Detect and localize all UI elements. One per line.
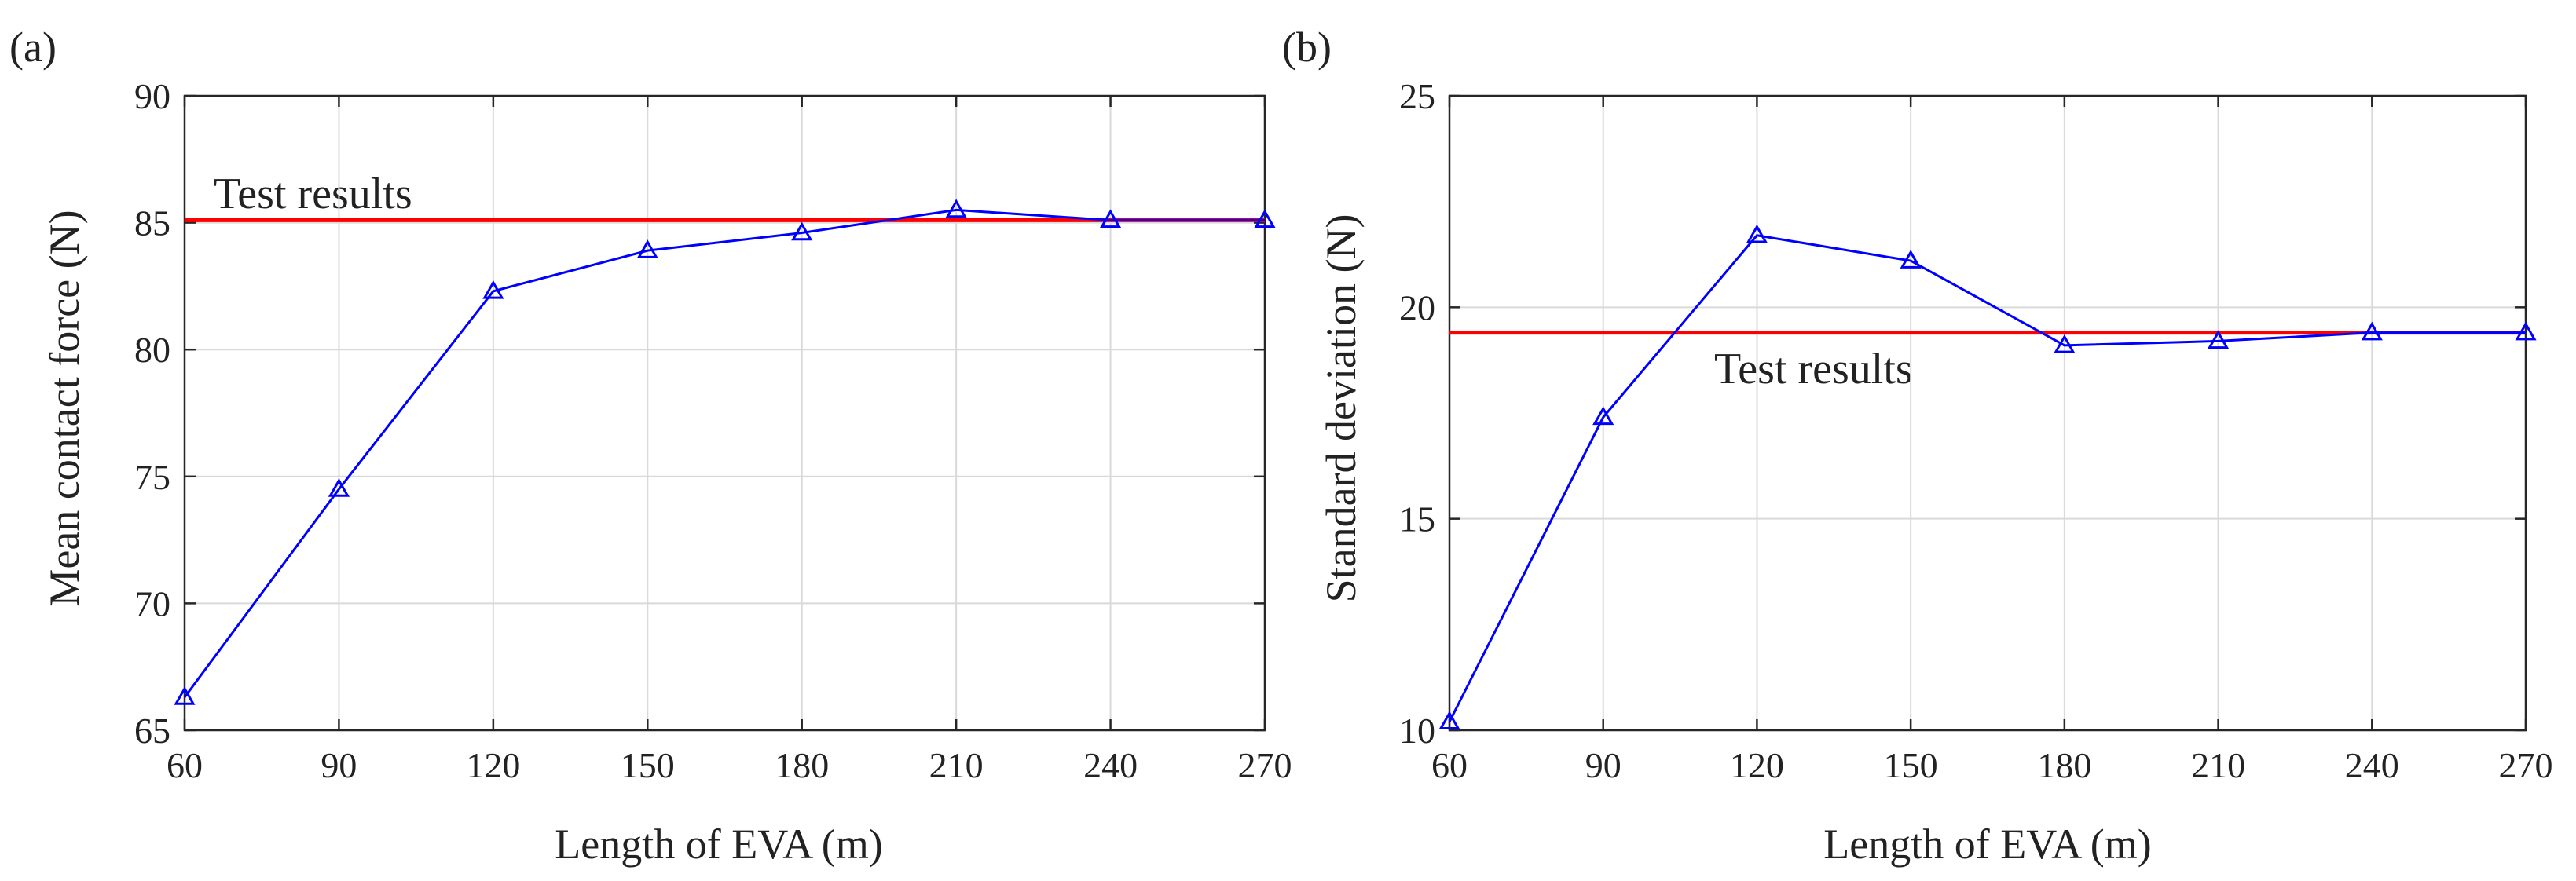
panel-b-x-tick-label: 90 <box>1585 745 1621 785</box>
panel-b: (b) Standard deviation (N) Length of EVA… <box>1282 24 2553 868</box>
panel-b-y-axis-label: Standard deviation (N) <box>1317 214 1365 603</box>
panel-a-point <box>791 221 813 241</box>
panel-b-x-tick-label: 60 <box>1431 745 1468 785</box>
panel-b-y-tick-label: 20 <box>1399 287 1435 327</box>
panel-b-y-tick-label: 15 <box>1399 499 1435 539</box>
panel-b-point <box>1592 406 1614 426</box>
panel-b-point <box>1900 250 1922 269</box>
panel-a-point <box>945 199 967 218</box>
panel-b-y-tick-label: 10 <box>1399 711 1435 751</box>
panel-a-x-tick-label: 180 <box>775 745 829 785</box>
panel-b-x-tick-label: 210 <box>2191 745 2245 785</box>
panel-b-point <box>2054 334 2076 353</box>
panel-a-test-results-label: Test results <box>214 170 412 218</box>
panel-a-label: (a) <box>9 24 57 71</box>
panel-b-y-tick-label: 25 <box>1399 76 1435 116</box>
panel-a-x-tick-label: 210 <box>929 745 984 785</box>
panel-a-y-tick-label: 65 <box>134 711 170 751</box>
panel-a-series-line <box>183 208 1265 698</box>
panel-b-x-tick-label: 150 <box>1884 745 1938 785</box>
panel-b-test-results-label: Test results <box>1714 345 1913 393</box>
panel-b-label: (b) <box>1282 24 1332 71</box>
panel-a-x-axis-label: Length of EVA (m) <box>555 821 882 868</box>
panel-a-x-tick-label: 60 <box>167 745 203 785</box>
panel-b-x-tick-label: 120 <box>1730 745 1784 785</box>
panel-a-x-tick-label: 90 <box>321 745 357 785</box>
panel-a-point <box>1254 209 1276 228</box>
panel-a-y-tick-label: 80 <box>134 330 170 370</box>
panel-a-y-tick-label: 85 <box>134 203 170 243</box>
panel-b-x-tick-label: 270 <box>2499 745 2553 785</box>
panel-a: (a) Mean contact force (N) Length of EVA… <box>9 24 1292 868</box>
panel-b-point <box>1746 224 1768 243</box>
panel-a-y-tick-label: 70 <box>134 583 170 623</box>
panel-a-point <box>482 280 504 299</box>
panel-b-axes-box <box>1448 94 2527 732</box>
panel-a-y-tick-label: 75 <box>134 457 170 497</box>
panel-b-x-tick-label: 180 <box>2037 745 2091 785</box>
panel-a-axes-box <box>183 94 1266 732</box>
panel-b-x-tick-label: 240 <box>2345 745 2399 785</box>
panel-b-point <box>1438 711 1460 729</box>
panel-b-x-axis-label: Length of EVA (m) <box>1823 821 2151 868</box>
panel-a-y-axis-label: Mean contact force (N) <box>41 210 88 606</box>
panel-a-x-tick-label: 150 <box>621 745 675 785</box>
panel-a-point <box>174 685 196 705</box>
panel-a-point <box>328 477 350 497</box>
panel-a-x-tick-label: 120 <box>466 745 520 785</box>
panel-a-y-tick-label: 90 <box>134 76 170 116</box>
panel-a-point <box>636 239 658 258</box>
panel-b-series-line <box>1448 234 2526 722</box>
panel-b-point <box>2361 321 2383 341</box>
panel-a-x-tick-label: 270 <box>1238 745 1292 785</box>
panel-b-point <box>2207 330 2230 349</box>
panel-a-x-tick-label: 240 <box>1083 745 1138 785</box>
panel-b-point <box>2515 321 2537 341</box>
panel-a-point <box>1099 209 1122 228</box>
